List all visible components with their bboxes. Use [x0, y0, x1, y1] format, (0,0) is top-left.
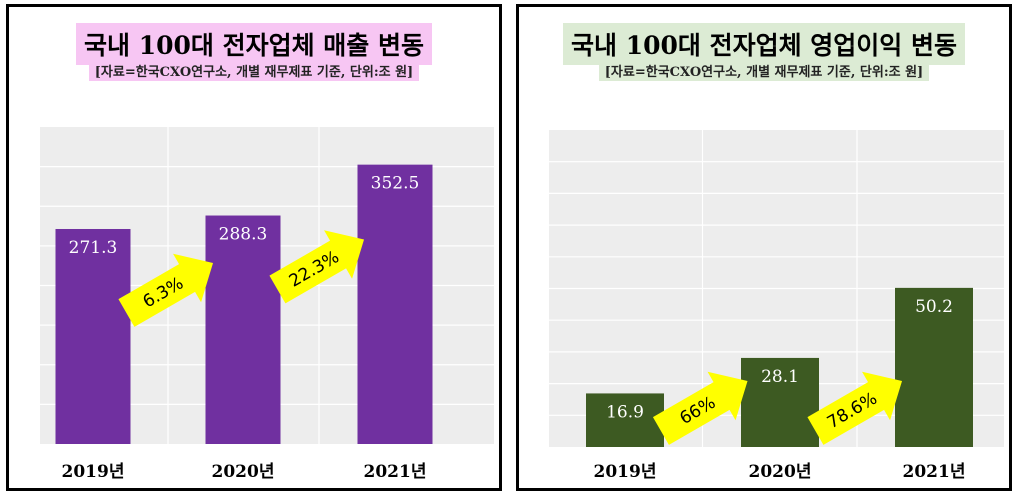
arrow-shape — [807, 371, 903, 445]
revenue-chart-panel: 국내 100대 전자업체 매출 변동 [자료=한국CXO연구소, 개별 재무제표… — [6, 4, 502, 491]
operating-profit-chart-panel: 국내 100대 전자업체 영업이익 변동 [자료=한국CXO연구소, 개별 재무… — [516, 4, 1012, 491]
chart-subtitle: [자료=한국CXO연구소, 개별 재무제표 기준, 단위:조 원] — [88, 60, 420, 81]
bar — [55, 228, 131, 444]
data-label: 28.1 — [761, 367, 799, 387]
category-label: 2019년 — [594, 462, 657, 482]
chart-subtitle: [자료=한국CXO연구소, 개별 재무제표 기준, 단위:조 원] — [598, 60, 930, 81]
category-label: 2020년 — [212, 462, 275, 482]
bar — [895, 287, 973, 447]
data-label: 50.2 — [915, 297, 953, 317]
arrow-shape — [118, 253, 214, 327]
category-label: 2019년 — [62, 462, 125, 482]
arrow-shape — [652, 371, 748, 445]
data-label: 271.3 — [69, 238, 118, 258]
bar — [586, 393, 664, 447]
bar — [357, 164, 433, 445]
category-label: 2020년 — [749, 462, 812, 482]
category-label: 2021년 — [364, 462, 427, 482]
bar — [205, 215, 281, 444]
arrow-shape — [269, 230, 365, 304]
category-label: 2021년 — [903, 462, 966, 482]
data-label: 288.3 — [219, 225, 268, 245]
chart-title: 국내 100대 전자업체 영업이익 변동 — [562, 23, 965, 65]
data-label: 352.5 — [371, 174, 420, 194]
chart-title: 국내 100대 전자업체 매출 변동 — [75, 23, 432, 65]
bar — [741, 357, 819, 447]
data-label: 16.9 — [606, 402, 644, 422]
